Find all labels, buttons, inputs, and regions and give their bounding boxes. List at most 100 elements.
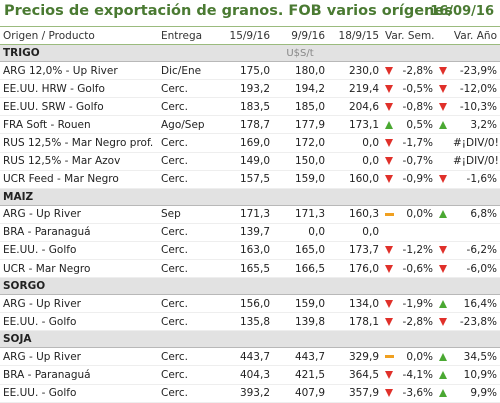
price-15-9-16-cell: 149,0 xyxy=(218,152,273,171)
delivery-cell: Ago/Sep xyxy=(158,115,218,135)
table-row: UCR Feed - Mar Negro Cerc. 157,5 159,0 160,0… xyxy=(0,170,500,189)
var-ano-cell: -1,6% xyxy=(450,170,500,189)
table-row: EE.UU. - Golfo Cerc. 393,2 407,9 357,9 -3,6% 9… xyxy=(0,384,500,403)
down-arrow-icon xyxy=(385,389,393,398)
var-sem-indicator xyxy=(382,294,396,314)
price-15-9-16-cell: 171,3 xyxy=(218,205,273,224)
price-18-9-15-cell: 0,0 xyxy=(328,152,382,171)
product-cell: FRA Soft - Rouen xyxy=(0,115,158,135)
table-row: EE.UU. SRW - Golfo Cerc. 183,5 185,0 204,6 -0… xyxy=(0,97,500,117)
delivery-cell: Cerc. xyxy=(158,384,218,403)
product-cell: RUS 12,5% - Mar Negro prof. xyxy=(0,133,158,153)
col-header-delivery: Entrega xyxy=(158,25,218,46)
var-ano-indicator xyxy=(436,133,450,153)
var-ano-cell: #¡DIV/0! xyxy=(450,133,500,153)
var-sem-cell: 0,5% xyxy=(396,115,436,135)
delivery-cell: Cerc. xyxy=(158,365,218,385)
product-cell: EE.UU. - Golfo xyxy=(0,241,158,261)
price-18-9-15-cell: 0,0 xyxy=(328,223,382,242)
table-row: ARG - Up River Sep 171,3 171,3 160,3 0,0% 6,8% xyxy=(0,205,500,224)
page-title: Precios de exportación de granos. FOB va… xyxy=(4,3,453,19)
var-sem-indicator xyxy=(382,312,396,332)
var-sem-cell: -3,6% xyxy=(396,384,436,403)
price-9-9-16-cell: 194,2 xyxy=(273,79,328,99)
down-arrow-icon xyxy=(385,66,393,75)
down-arrow-icon xyxy=(439,102,447,111)
price-9-9-16-cell: 139,8 xyxy=(273,312,328,332)
up-arrow-icon xyxy=(439,370,447,379)
var-sem-indicator xyxy=(382,97,396,117)
var-ano-cell: -23,8% xyxy=(450,312,500,332)
section-name: TRIGO xyxy=(0,44,218,63)
down-arrow-icon xyxy=(439,317,447,326)
section-spacer xyxy=(382,277,500,296)
price-9-9-16-cell: 180,0 xyxy=(273,61,328,81)
section-spacer xyxy=(382,187,500,206)
price-18-9-15-cell: 173,1 xyxy=(328,115,382,135)
var-ano-indicator xyxy=(436,205,450,224)
down-arrow-icon xyxy=(385,370,393,379)
delivery-cell: Dic/Ene xyxy=(158,61,218,81)
delivery-cell: Sep xyxy=(158,205,218,224)
var-sem-cell: -1,2% xyxy=(396,241,436,261)
price-15-9-16-cell: 163,0 xyxy=(218,241,273,261)
down-arrow-icon xyxy=(439,66,447,75)
var-ano-cell: 34,5% xyxy=(450,347,500,367)
price-15-9-16-cell: 404,3 xyxy=(218,365,273,385)
price-15-9-16-cell: 393,2 xyxy=(218,384,273,403)
var-sem-indicator xyxy=(382,365,396,385)
table-row: ARG - Up River Cerc. 443,7 443,7 329,9 0,0% 34… xyxy=(0,347,500,367)
price-9-9-16-cell: 165,0 xyxy=(273,241,328,261)
price-15-9-16-cell: 165,5 xyxy=(218,259,273,279)
var-ano-indicator xyxy=(436,312,450,332)
price-9-9-16-cell: 0,0 xyxy=(273,223,328,242)
price-15-9-16-cell: 169,0 xyxy=(218,133,273,153)
var-sem-cell: -4,1% xyxy=(396,365,436,385)
delivery-cell: Cerc. xyxy=(158,312,218,332)
var-sem-cell: -0,6% xyxy=(396,259,436,279)
price-9-9-16-cell: 166,5 xyxy=(273,259,328,279)
var-sem-cell: -0,8% xyxy=(396,97,436,117)
var-sem-cell: -0,7% xyxy=(396,152,436,171)
price-18-9-15-cell: 204,6 xyxy=(328,97,382,117)
price-15-9-16-cell: 157,5 xyxy=(218,170,273,189)
units-label: U$S/t xyxy=(218,44,382,63)
var-sem-cell: -2,8% xyxy=(396,61,436,81)
price-18-9-15-cell: 329,9 xyxy=(328,347,382,367)
col-header-date3: 18/9/15 xyxy=(328,25,382,46)
table-row: BRA - Paranaguá Cerc. 139,7 0,0 0,0 xyxy=(0,223,500,242)
section-header-trigo: TRIGO U$S/t xyxy=(0,44,500,63)
var-ano-cell: -12,0% xyxy=(450,79,500,99)
var-sem-cell: -1,7% xyxy=(396,133,436,153)
var-ano-indicator xyxy=(436,384,450,403)
col-header-var-ano: Var. Año xyxy=(436,25,500,46)
up-arrow-icon xyxy=(439,120,447,129)
delivery-cell: Cerc. xyxy=(158,347,218,367)
section-header-soja: SOJA xyxy=(0,330,500,349)
var-ano-indicator xyxy=(436,347,450,367)
var-ano-cell: 9,9% xyxy=(450,384,500,403)
var-ano-cell: -6,2% xyxy=(450,241,500,261)
table-row: RUS 12,5% - Mar Azov Cerc. 149,0 150,0 0,0 -0… xyxy=(0,152,500,171)
price-15-9-16-cell: 183,5 xyxy=(218,97,273,117)
price-9-9-16-cell: 150,0 xyxy=(273,152,328,171)
delivery-cell: Cerc. xyxy=(158,170,218,189)
col-header-date2: 9/9/16 xyxy=(273,25,328,46)
down-arrow-icon xyxy=(385,139,393,148)
table-body: TRIGO U$S/t ARG 12,0% - Up River Dic/Ene 175… xyxy=(0,44,500,403)
delivery-cell: Cerc. xyxy=(158,294,218,314)
table-row: BRA - Paranaguá Cerc. 404,3 421,5 364,5 -4,1%… xyxy=(0,365,500,385)
price-9-9-16-cell: 159,0 xyxy=(273,294,328,314)
price-18-9-15-cell: 173,7 xyxy=(328,241,382,261)
var-sem-cell: -2,8% xyxy=(396,312,436,332)
header-row: Origen / Producto Entrega 15/9/16 9/9/16… xyxy=(0,25,500,46)
up-arrow-icon xyxy=(439,389,447,398)
price-15-9-16-cell: 156,0 xyxy=(218,294,273,314)
var-sem-indicator xyxy=(382,241,396,261)
price-15-9-16-cell: 135,8 xyxy=(218,312,273,332)
product-cell: EE.UU. - Golfo xyxy=(0,384,158,403)
var-ano-indicator xyxy=(436,241,450,261)
var-ano-indicator xyxy=(436,61,450,81)
product-cell: BRA - Paranaguá xyxy=(0,223,158,242)
down-arrow-icon xyxy=(439,264,447,273)
